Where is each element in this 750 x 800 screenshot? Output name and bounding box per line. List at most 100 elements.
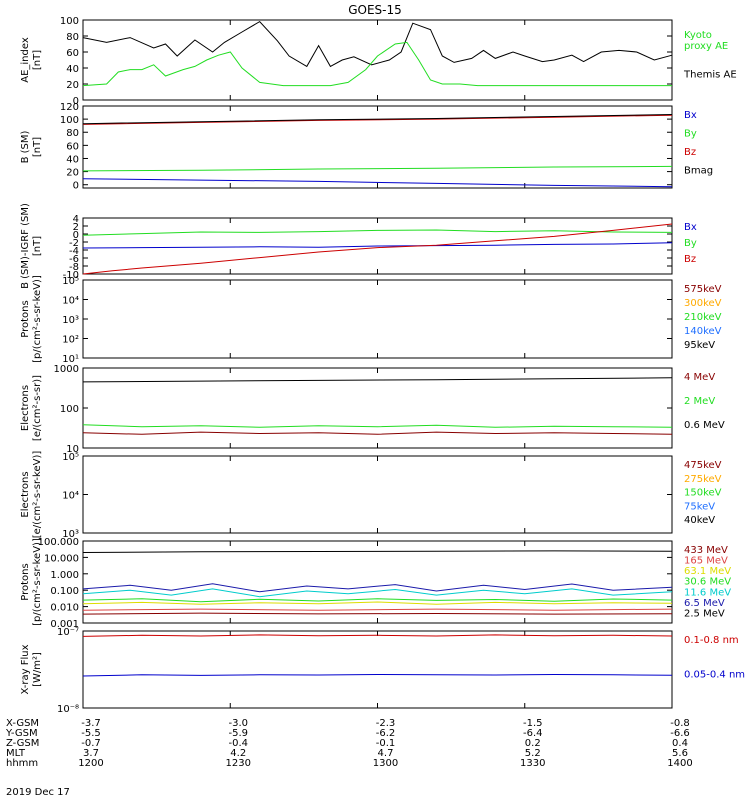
y-tick-label: 20 — [66, 168, 79, 179]
y-axis-label: [e/(cm²-s-sr-keV)] — [32, 451, 43, 539]
y-tick-label: 0 — [73, 96, 79, 107]
y-axis-label: [nT] — [32, 50, 43, 70]
time-row-value: -5.9 — [228, 728, 248, 739]
series-line-11-6-mev — [82, 588, 673, 598]
legend-entry: proxy AE — [684, 41, 728, 52]
legend-entry: 6.5 MeV — [684, 598, 725, 609]
legend-entry: 475keV — [684, 460, 722, 471]
legend-entry: 575keV — [684, 284, 722, 295]
y-tick-label: 0 — [73, 181, 79, 192]
y-axis-label: AE_index — [20, 37, 31, 83]
legend-entry: 2 MeV — [684, 396, 715, 407]
y-axis-label: B (SM)-IGRF (SM) — [20, 203, 31, 289]
y-tick-label: 80 — [66, 128, 79, 139]
legend-entry: Bz — [684, 147, 696, 158]
y-axis-label: [e/(cm²-s-sr)] — [32, 375, 43, 441]
series-line-bx — [82, 242, 673, 249]
y-tick-label: 4 — [73, 214, 79, 225]
series-line-0-05-0-4-nm — [82, 673, 673, 677]
y-axis-label: [W/m²] — [32, 652, 43, 687]
y-tick-label: 40 — [66, 64, 79, 75]
legend-entry: 63.1 MeV — [684, 566, 731, 577]
y-tick-label: 100 — [60, 404, 79, 415]
y-tick-label: 10³ — [62, 529, 79, 540]
y-tick-label: 120 — [60, 102, 79, 113]
y-tick-label: 10⁴ — [62, 296, 79, 307]
time-row-value: 1230 — [226, 758, 251, 769]
y-axis-label: Protons — [20, 300, 31, 337]
panel-protons_high: 0.001 0.010 0.100 1.000 10.000 100.000 Protons… — [20, 537, 731, 630]
time-row-value: -6.2 — [376, 728, 396, 739]
y-tick-label: 10⁴ — [62, 491, 79, 502]
panel-frame — [82, 455, 673, 534]
series-line-63-1-mev — [82, 601, 673, 605]
y-tick-label: 1.000 — [50, 570, 79, 581]
y-tick-label: 0.010 — [50, 603, 79, 614]
y-tick-label: 20 — [66, 80, 79, 91]
time-row-value: 5.6 — [672, 748, 688, 759]
legend-entry: Bmag — [684, 166, 713, 177]
legend-entry: 40keV — [684, 515, 715, 526]
time-row-value: -5.5 — [81, 728, 101, 739]
y-axis-label: [nT] — [32, 236, 43, 256]
legend-entry: 11.6 MeV — [684, 587, 731, 598]
y-axis-label: [p/(cm²-s-sr-keV)] — [32, 538, 43, 626]
y-tick-label: -6 — [69, 254, 79, 265]
series-line-4-mev — [82, 431, 673, 435]
time-row-value: 5.2 — [525, 748, 541, 759]
legend-entry: 2.5 MeV — [684, 608, 725, 619]
y-tick-label: 0.001 — [50, 619, 79, 630]
series-line-kyoto-proxy-ae — [82, 41, 672, 87]
time-row-value: 1330 — [520, 758, 545, 769]
y-tick-label: 2 — [73, 222, 79, 233]
time-row-label: X-GSM — [6, 718, 39, 729]
time-row-value: -6.6 — [670, 728, 690, 739]
y-tick-label: 10⁻⁸ — [57, 704, 79, 715]
time-row-value: -6.4 — [523, 728, 543, 739]
time-row-value: 4.7 — [378, 748, 394, 759]
time-row-label: hhmm — [6, 758, 38, 769]
series-line-2-5-mev — [82, 550, 673, 553]
series-line-2-mev — [82, 424, 673, 428]
y-axis-label: [nT] — [32, 137, 43, 157]
legend-entry: By — [684, 238, 697, 249]
time-row-value: 1200 — [78, 758, 103, 769]
panel-bsm: 0 20 40 60 80 100 120 B (SM) [nT] Bx By Bz Bmag — [20, 102, 713, 192]
time-row-value: -0.4 — [228, 738, 248, 749]
legend-entry: 0.1-0.8 nm — [684, 635, 739, 646]
y-axis-label: X-ray Flux — [20, 644, 31, 694]
y-axis-label: B (SM) — [20, 130, 31, 163]
y-tick-label: 10⁵ — [62, 276, 79, 287]
panel-frame — [82, 540, 673, 624]
series-line-by — [82, 165, 673, 172]
legend-entry: Kyoto — [684, 30, 712, 41]
chart-title: GOES-15 — [348, 3, 402, 17]
y-tick-label: 10¹ — [62, 354, 79, 365]
series-line-bz — [82, 114, 673, 125]
panel-frame — [82, 630, 673, 709]
time-row-label: MLT — [6, 748, 26, 759]
legend-entry: Bx — [684, 110, 697, 121]
y-axis-label: Electrons — [20, 385, 31, 431]
y-tick-label: 0 — [73, 230, 79, 241]
series-line-6-5-mev — [82, 583, 673, 593]
panel-frame — [82, 19, 673, 101]
y-tick-label: 10² — [62, 335, 79, 346]
time-row-value: 0.4 — [672, 738, 688, 749]
time-row-value: 0.2 — [525, 738, 541, 749]
y-tick-label: 80 — [66, 32, 79, 43]
y-tick-label: 100.000 — [38, 537, 79, 548]
y-tick-label: 10 — [66, 444, 79, 455]
panel-xray: 10⁻⁸ 10⁻⁷ X-ray Flux [W/m²] 0.1-0.8 nm 0.05-0… — [20, 627, 745, 715]
y-axis-label: [p/(cm²-s-sr-keV)] — [32, 275, 43, 363]
series-line-433-mev — [82, 612, 673, 615]
time-row-value: 4.2 — [230, 748, 246, 759]
legend-entry: 30.6 MeV — [684, 577, 731, 588]
legend-entry: 75keV — [684, 501, 715, 512]
legend-entry: 140keV — [684, 326, 722, 337]
legend-entry: 165 MeV — [684, 556, 728, 567]
legend-entry: 210keV — [684, 312, 722, 323]
y-tick-label: -8 — [69, 262, 79, 273]
